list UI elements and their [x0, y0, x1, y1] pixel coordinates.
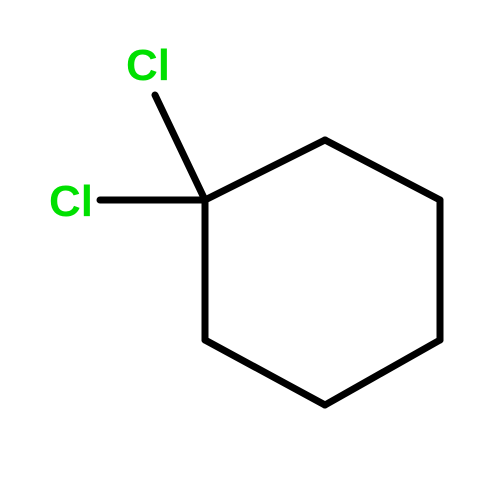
bond-c1-c2 — [205, 140, 325, 200]
atom-label-cl-b: Cl — [49, 177, 93, 226]
ring-bonds — [205, 140, 440, 405]
molecule-canvas: Cl Cl — [0, 0, 500, 500]
bond-c4-c5 — [325, 340, 440, 405]
bond-c2-c3 — [325, 140, 440, 200]
substituent-bonds — [100, 95, 205, 200]
bond-c1-cl-a — [155, 95, 205, 200]
bond-c5-c6 — [205, 340, 325, 405]
atom-label-cl-a: Cl — [126, 41, 170, 90]
